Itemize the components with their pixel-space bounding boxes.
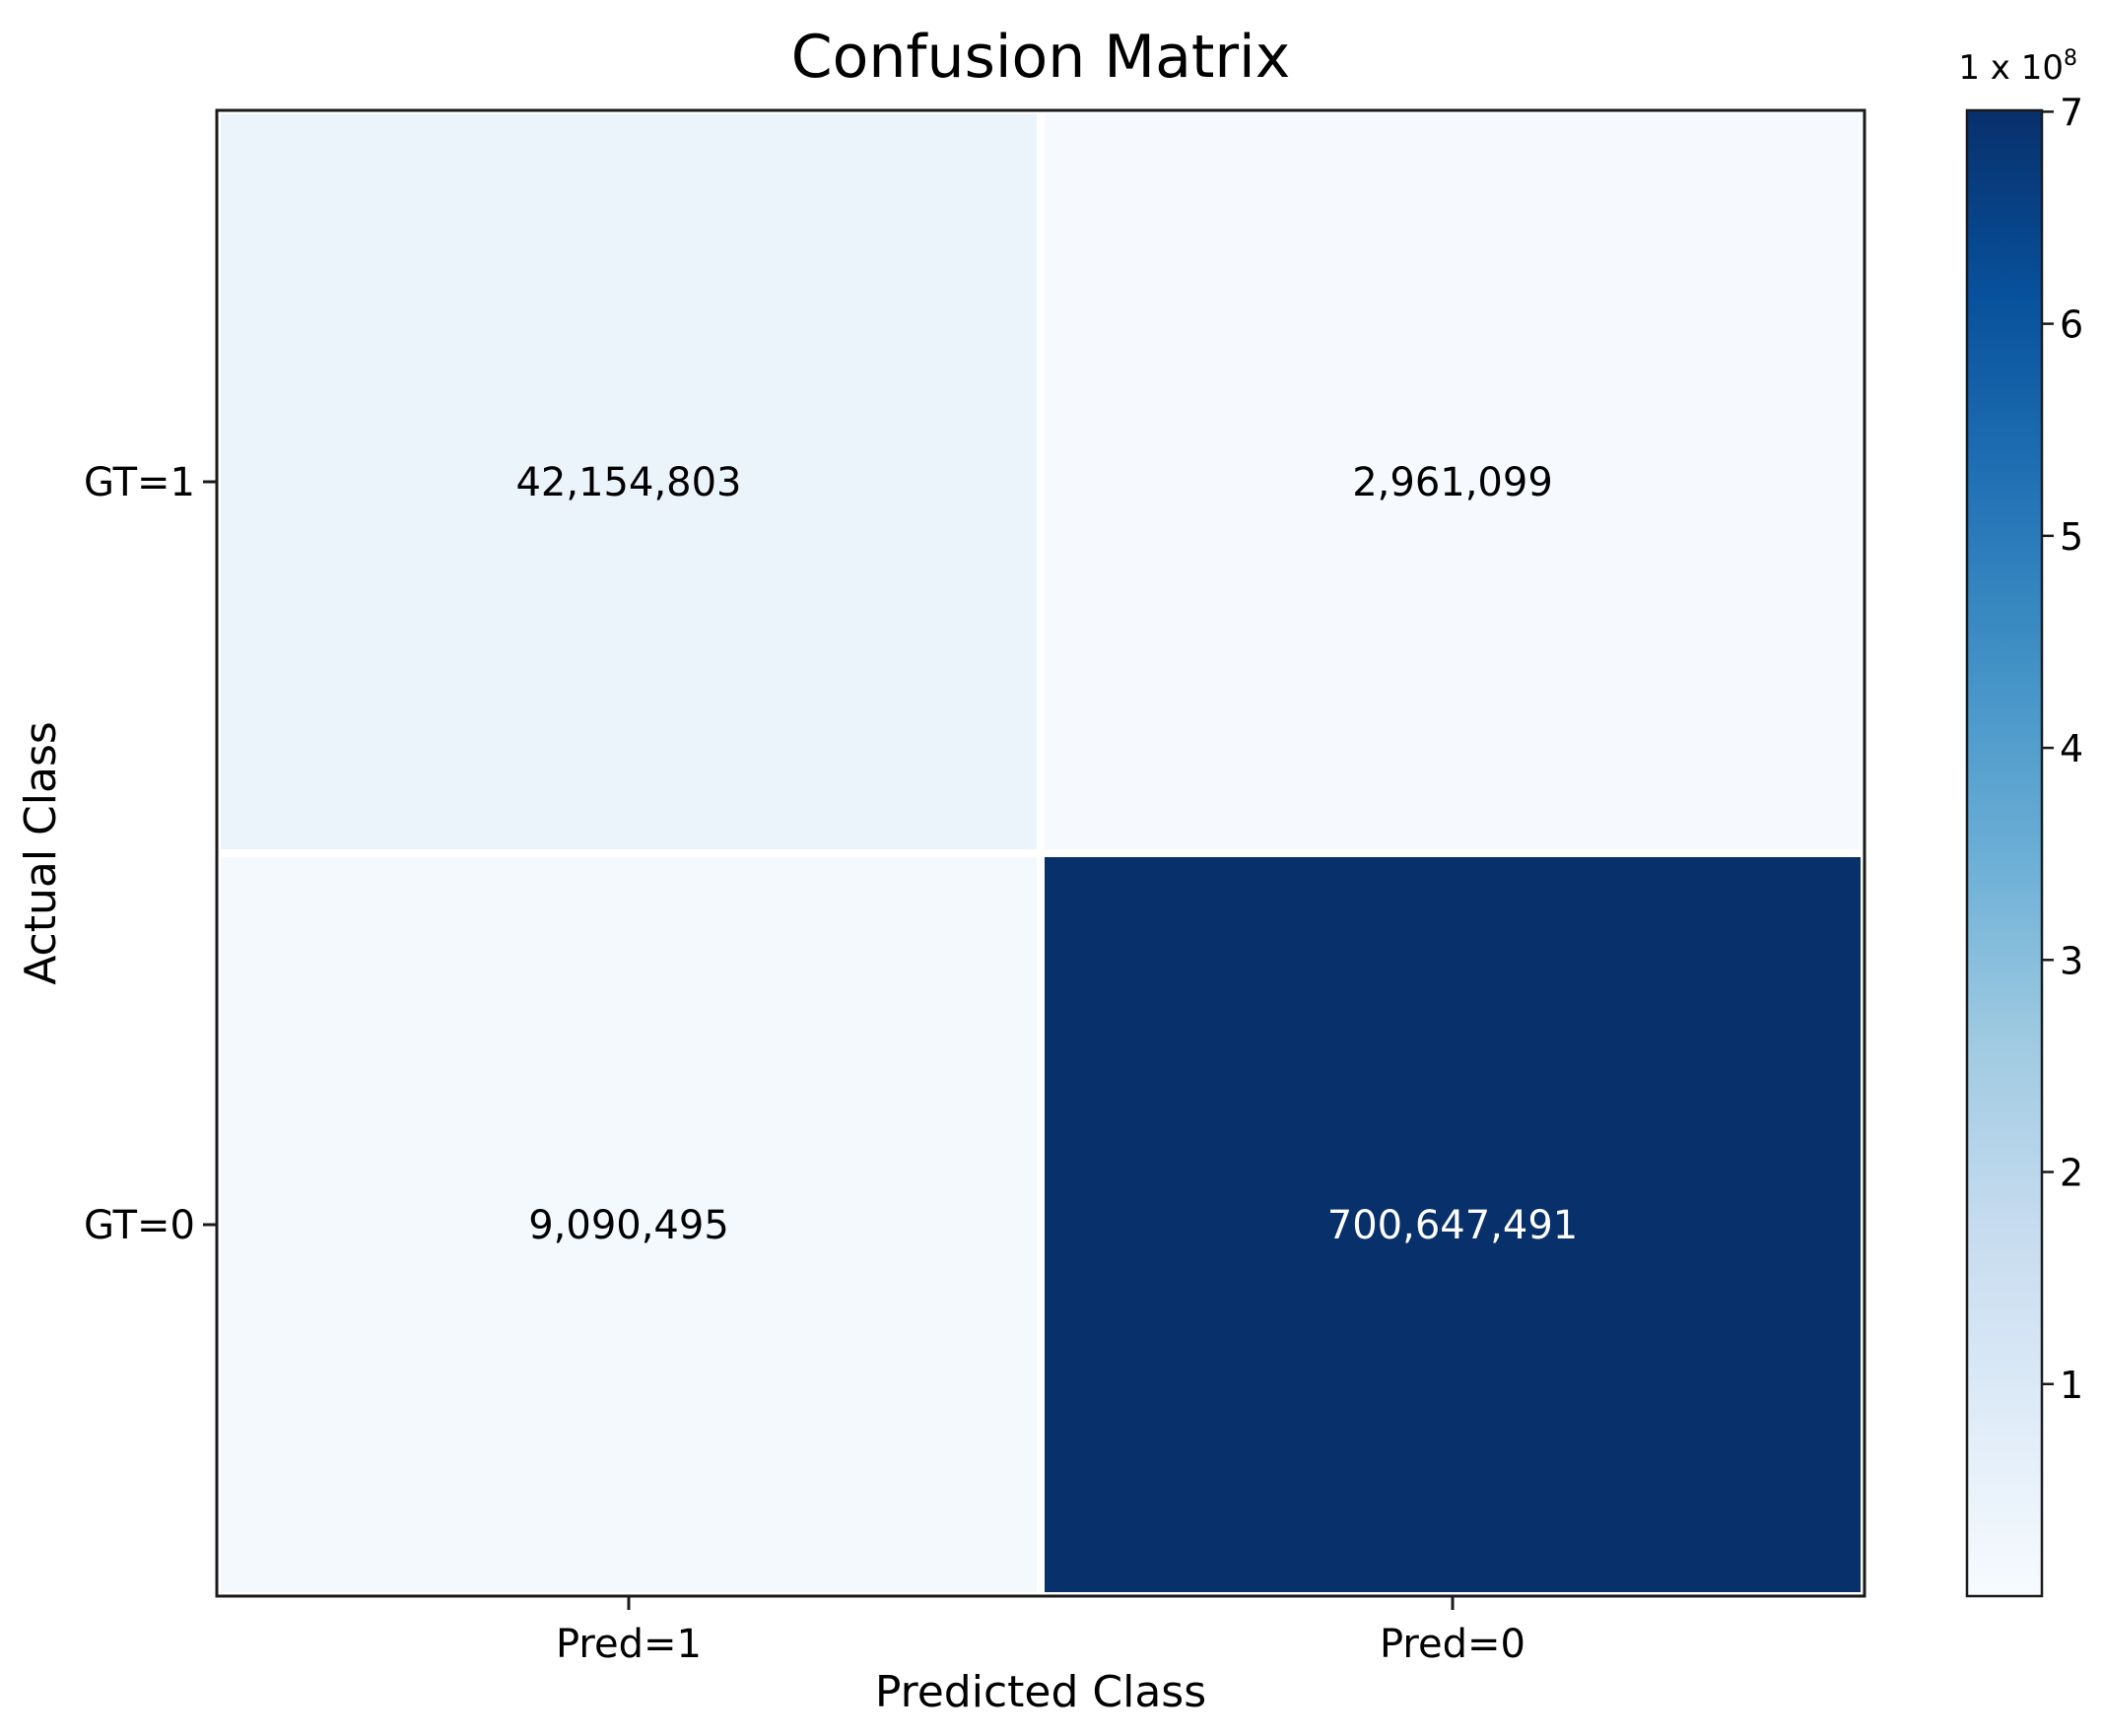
heatmap-cell — [221, 857, 1037, 1592]
y-tick-label: GT=0 — [84, 1203, 195, 1248]
cell-value-label: 42,154,803 — [515, 460, 741, 505]
heatmap-cell — [1045, 857, 1861, 1592]
y-axis-label: Actual Class — [16, 721, 66, 985]
chart-title: Confusion Matrix — [791, 23, 1290, 92]
colorbar-gradient — [1965, 108, 2044, 1598]
colorbar-multiplier-prefix: 1 x 10 — [1958, 48, 2064, 88]
colorbar-multiplier-exponent: 8 — [2064, 46, 2077, 71]
colorbar-tick-label: 7 — [2060, 91, 2083, 134]
y-tick-label: GT=1 — [84, 460, 195, 505]
colorbar-tick-label: 1 — [2060, 1364, 2083, 1407]
x-axis-label: Predicted Class — [875, 1667, 1206, 1717]
y-axis-ticks: GT=1 GT=0 — [84, 460, 217, 1248]
colorbar-tick-label: 5 — [2060, 515, 2083, 559]
heatmap-cell — [1045, 114, 1861, 849]
plot-frame — [215, 108, 1866, 1598]
colorbar-tick-label: 3 — [2060, 939, 2083, 982]
colorbar-tick-label: 6 — [2060, 303, 2083, 347]
x-tick-label: Pred=0 — [1380, 1622, 1526, 1667]
colorbar-multiplier: 1 x 108 — [1958, 46, 2077, 88]
colorbar-ticks: 1 2 3 4 5 6 7 — [2042, 91, 2083, 1407]
cell-value-label: 2,961,099 — [1352, 460, 1553, 505]
heatmap-cells: 42,154,803 2,961,099 9,090,495 700,647,491 — [221, 114, 1861, 1592]
x-tick-label: Pred=1 — [556, 1622, 702, 1667]
x-axis-ticks: Pred=1 Pred=0 — [556, 1596, 1526, 1667]
colorbar-tick-label: 2 — [2060, 1152, 2083, 1195]
colorbar: 1 2 3 4 5 6 7 1 x 108 — [1958, 46, 2083, 1598]
cell-value-label: 9,090,495 — [528, 1203, 729, 1248]
heatmap-cell — [221, 114, 1037, 849]
colorbar-tick-label: 4 — [2060, 727, 2083, 770]
cell-value-label: 700,647,491 — [1327, 1203, 1578, 1248]
